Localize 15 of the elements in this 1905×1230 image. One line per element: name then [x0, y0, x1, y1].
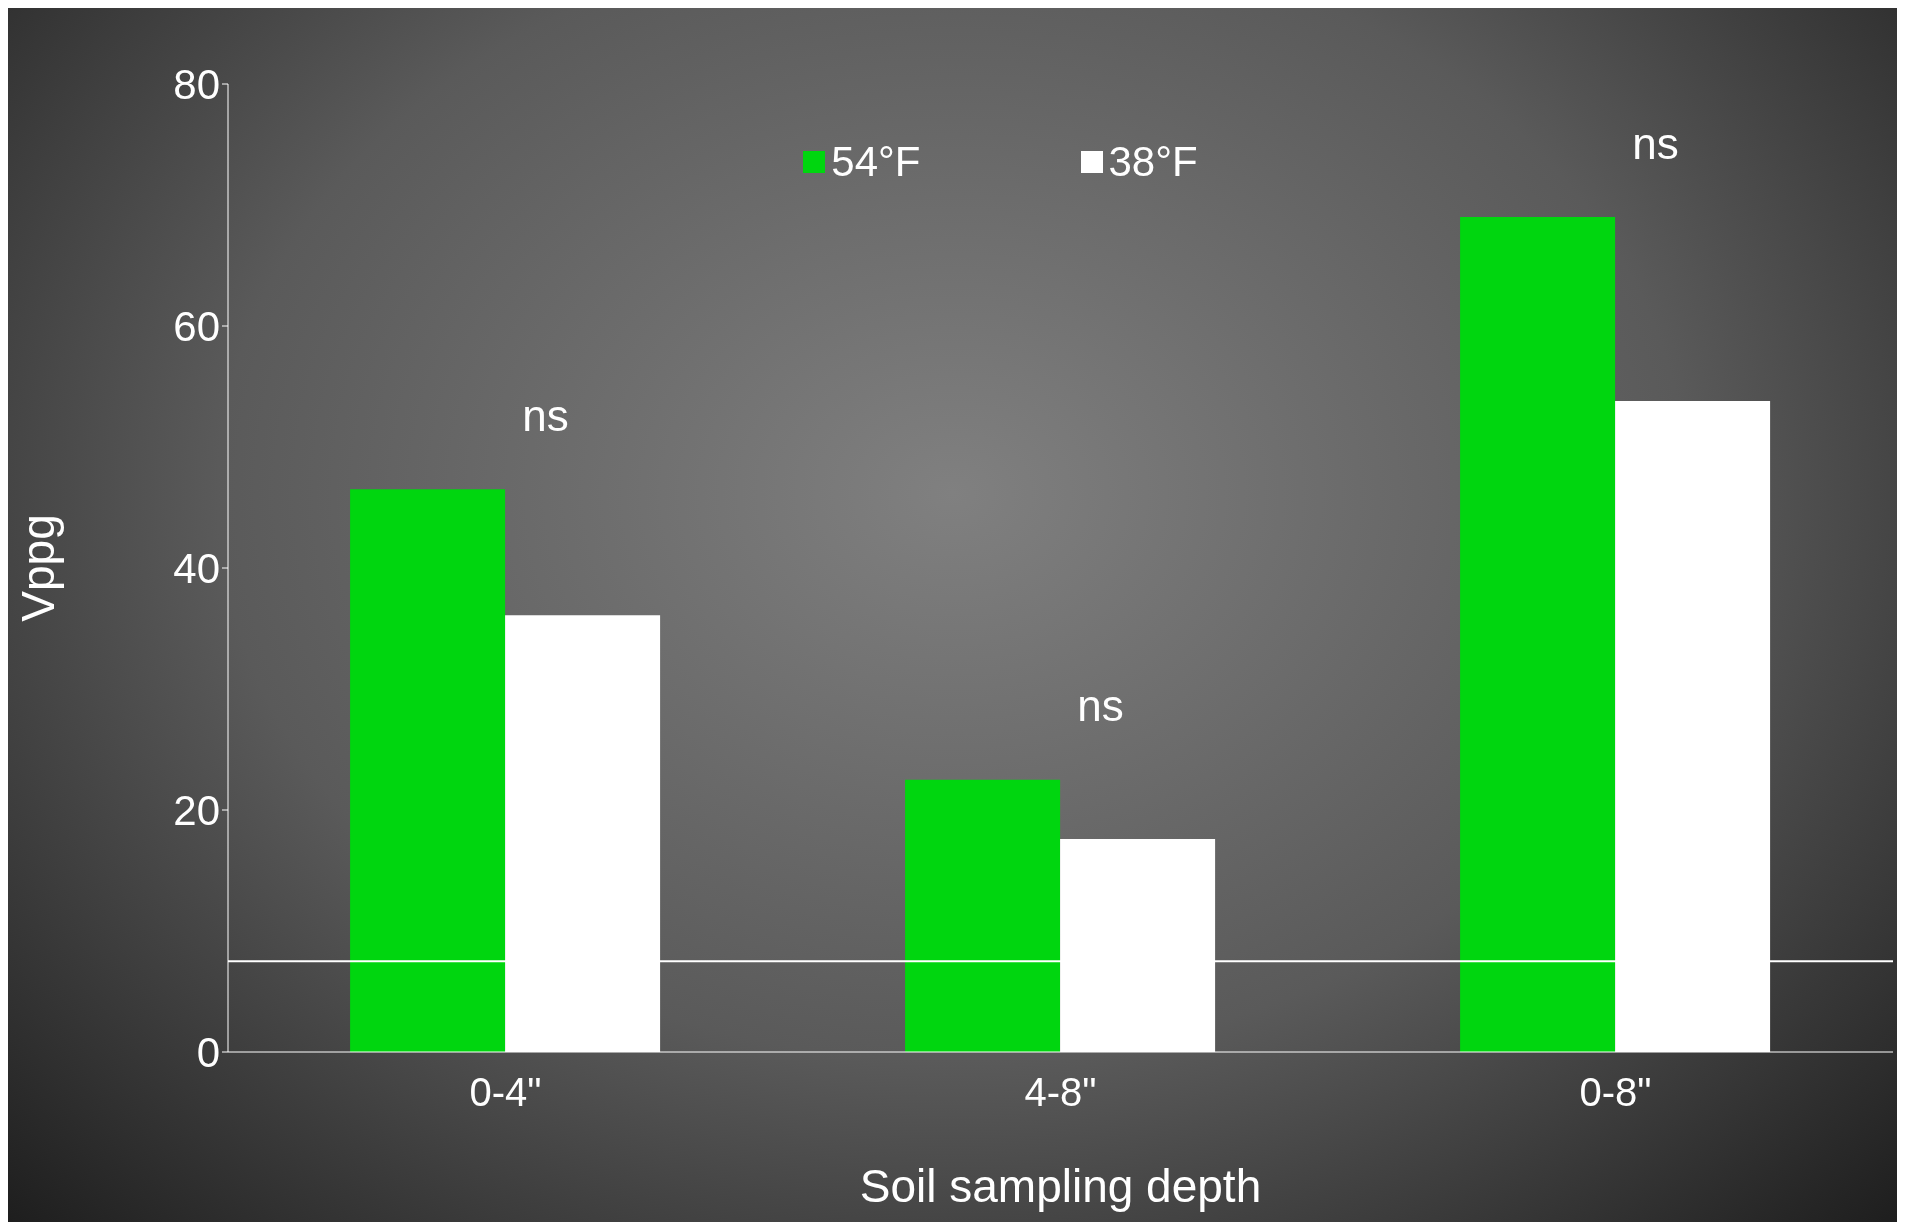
- x-tick-label: 4-8": [1024, 1070, 1097, 1115]
- annotation: ns: [1632, 118, 1679, 168]
- y-tick-label: 20: [173, 786, 220, 834]
- x-tick-label: 0-4": [469, 1070, 542, 1115]
- y-tick-label: 80: [173, 60, 220, 108]
- x-axis-title: Soil sampling depth: [859, 1160, 1262, 1212]
- y-tick-label: 0: [196, 1028, 220, 1076]
- y-tick-label: 60: [173, 302, 220, 350]
- y-axis-title: Vppg: [12, 514, 65, 622]
- x-tick-label: 0-8": [1579, 1070, 1652, 1115]
- legend-label: 54°F: [830, 138, 921, 186]
- legend-label: 38°F: [1107, 138, 1198, 186]
- annotation: ns: [522, 390, 569, 440]
- y-tick-label: 40: [173, 544, 220, 592]
- annotation: ns: [1077, 681, 1124, 731]
